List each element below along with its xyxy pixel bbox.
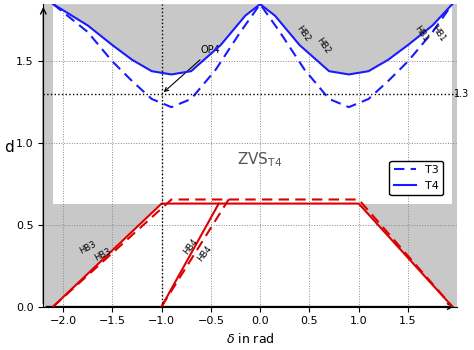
Text: OP4: OP4 xyxy=(164,45,221,91)
Legend: T3, T4: T3, T4 xyxy=(390,161,443,195)
Text: HB3: HB3 xyxy=(78,240,98,256)
Text: 1.3: 1.3 xyxy=(454,89,470,99)
Text: HB1: HB1 xyxy=(429,24,447,44)
Text: HB2: HB2 xyxy=(295,24,312,44)
Text: HB2: HB2 xyxy=(314,36,332,55)
Text: HB1: HB1 xyxy=(413,24,430,44)
Y-axis label: d: d xyxy=(4,140,14,155)
X-axis label: $\delta$ in rad: $\delta$ in rad xyxy=(226,332,274,346)
Text: HB3: HB3 xyxy=(92,246,112,263)
Polygon shape xyxy=(53,4,260,75)
Polygon shape xyxy=(53,4,452,204)
Text: HB4: HB4 xyxy=(181,237,199,256)
Polygon shape xyxy=(53,204,452,307)
Text: HB4: HB4 xyxy=(196,244,214,263)
Text: ZVS$_{\mathrm{T4}}$: ZVS$_{\mathrm{T4}}$ xyxy=(237,150,283,169)
Polygon shape xyxy=(260,4,452,75)
